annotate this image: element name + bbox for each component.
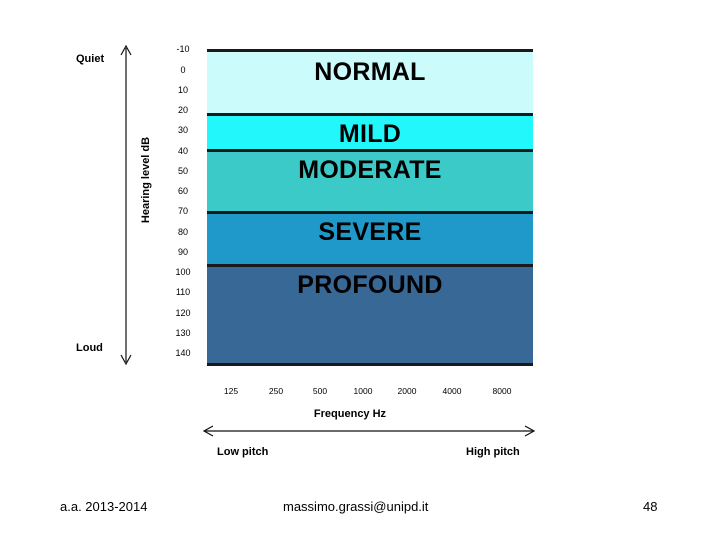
band-normal: NORMAL bbox=[207, 49, 533, 116]
low-pitch-label: Low pitch bbox=[217, 446, 269, 458]
y-tick: 70 bbox=[177, 206, 188, 216]
y-tick: 90 bbox=[177, 247, 188, 257]
band-label: MILD bbox=[338, 120, 402, 148]
y-tick: 80 bbox=[177, 227, 188, 237]
y-tick: 100 bbox=[175, 267, 191, 277]
band-label: MODERATE bbox=[298, 156, 442, 184]
x-tick: 8000 bbox=[492, 386, 512, 396]
band-profound: PROFOUND bbox=[207, 267, 533, 366]
footer-page-number: 48 bbox=[643, 499, 658, 514]
horizontal-double-arrow-icon bbox=[202, 425, 536, 437]
x-tick: 1000 bbox=[353, 386, 373, 396]
y-tick: 50 bbox=[177, 166, 188, 176]
loud-label: Loud bbox=[76, 342, 103, 354]
band-label: SEVERE bbox=[318, 218, 422, 246]
y-tick: 0 bbox=[180, 65, 186, 75]
y-tick: 30 bbox=[177, 125, 188, 135]
y-tick: 130 bbox=[175, 328, 191, 338]
footer-academic-year: a.a. 2013-2014 bbox=[60, 499, 148, 514]
x-tick: 4000 bbox=[442, 386, 462, 396]
x-tick: 500 bbox=[312, 386, 328, 396]
vertical-double-arrow-icon bbox=[120, 44, 132, 366]
band-moderate: MODERATE bbox=[207, 152, 533, 214]
x-tick: 250 bbox=[268, 386, 284, 396]
y-tick: 140 bbox=[175, 348, 191, 358]
y-axis-title: Hearing level dB bbox=[140, 136, 152, 224]
y-tick: -10 bbox=[176, 44, 190, 54]
footer-email: massimo.grassi@unipd.it bbox=[283, 499, 429, 514]
band-label: PROFOUND bbox=[297, 271, 443, 299]
y-tick: 10 bbox=[177, 85, 188, 95]
band-mild: MILD bbox=[207, 116, 533, 152]
x-tick: 125 bbox=[223, 386, 239, 396]
high-pitch-label: High pitch bbox=[466, 446, 520, 458]
y-tick: 20 bbox=[177, 105, 188, 115]
y-tick: 40 bbox=[177, 146, 188, 156]
x-tick: 2000 bbox=[397, 386, 417, 396]
y-tick: 120 bbox=[175, 308, 191, 318]
y-tick: 110 bbox=[175, 287, 191, 297]
band-severe: SEVERE bbox=[207, 214, 533, 267]
quiet-label: Quiet bbox=[76, 53, 105, 65]
y-tick: 60 bbox=[177, 186, 188, 196]
band-label: NORMAL bbox=[314, 58, 426, 86]
x-axis-title: Frequency Hz bbox=[313, 408, 387, 420]
